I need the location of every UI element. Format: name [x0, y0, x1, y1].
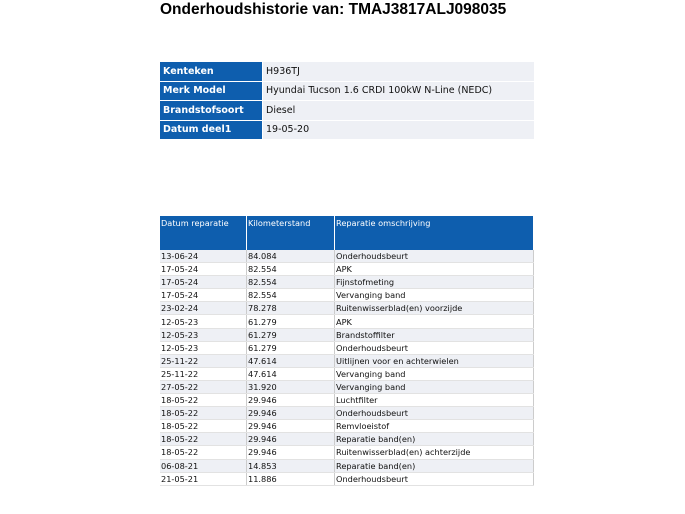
- info-label: Datum deel1: [160, 120, 263, 140]
- cell-date: 12-05-23: [160, 328, 247, 342]
- cell-mileage: 78.278: [246, 301, 335, 316]
- cell-mileage: 29.946: [246, 406, 335, 421]
- cell-description: Onderhoudsbeurt: [334, 341, 534, 355]
- info-row: Kenteken H936TJ: [160, 62, 534, 82]
- table-row: 21-05-21 11.886 Onderhoudsbeurt: [160, 472, 534, 486]
- info-row: Merk Model Hyundai Tucson 1.6 CRDI 100kW …: [160, 81, 534, 101]
- table-row: 12-05-23 61.279 Brandstoffilter: [160, 328, 534, 342]
- cell-description: Uitlijnen voor en achterwielen: [334, 354, 534, 368]
- cell-mileage: 82.554: [246, 275, 335, 290]
- cell-mileage: 11.886: [246, 472, 335, 486]
- cell-date: 18-05-22: [160, 406, 247, 421]
- table-row: 23-02-24 78.278 Ruitenwisserblad(en) voorz…: [160, 301, 534, 316]
- table-row: 12-05-23 61.279 APK: [160, 314, 534, 329]
- info-row: Datum deel1 19-05-20: [160, 120, 534, 140]
- table-row: 06-08-21 14.853 Reparatie band(en): [160, 459, 534, 473]
- cell-mileage: 31.920: [246, 380, 335, 395]
- cell-description: Onderhoudsbeurt: [334, 250, 534, 264]
- cell-description: Reparatie band(en): [334, 459, 534, 473]
- cell-description: Vervanging band: [334, 380, 534, 395]
- cell-date: 25-11-22: [160, 354, 247, 368]
- table-row: 18-05-22 29.946 Onderhoudsbeurt: [160, 406, 534, 421]
- cell-date: 17-05-24: [160, 275, 247, 290]
- cell-date: 18-05-22: [160, 432, 247, 447]
- info-row: Brandstofsoort Diesel: [160, 100, 534, 121]
- info-label: Kenteken: [160, 62, 263, 82]
- cell-mileage: 47.614: [246, 367, 335, 381]
- cell-mileage: 61.279: [246, 341, 335, 355]
- cell-date: 17-05-24: [160, 262, 247, 277]
- table-row: 18-05-22 29.946 Reparatie band(en): [160, 432, 534, 447]
- cell-date: 12-05-23: [160, 341, 247, 355]
- info-value: 19-05-20: [262, 120, 534, 140]
- table-row: 12-05-23 61.279 Onderhoudsbeurt: [160, 341, 534, 355]
- header-date: Datum reparatie: [160, 216, 247, 250]
- cell-date: 25-11-22: [160, 367, 247, 381]
- cell-mileage: 29.946: [246, 393, 335, 408]
- cell-date: 23-02-24: [160, 301, 247, 316]
- page-title: Onderhoudshistorie van: TMAJ3817ALJ09803…: [160, 1, 507, 18]
- cell-date: 13-06-24: [160, 250, 247, 264]
- cell-date: 18-05-22: [160, 419, 247, 434]
- repair-history-table: Datum reparatie Kilometerstand Reparatie…: [160, 216, 534, 486]
- vehicle-info-table: Kenteken H936TJ Merk Model Hyundai Tucson 1…: [160, 62, 534, 140]
- cell-mileage: 61.279: [246, 328, 335, 342]
- cell-mileage: 82.554: [246, 288, 335, 303]
- table-header-row: Datum reparatie Kilometerstand Reparatie…: [160, 216, 534, 250]
- cell-date: 18-05-22: [160, 393, 247, 408]
- table-row: 17-05-24 82.554 APK: [160, 262, 534, 277]
- table-row: 27-05-22 31.920 Vervanging band: [160, 380, 534, 395]
- cell-mileage: 47.614: [246, 354, 335, 368]
- cell-description: Luchtfilter: [334, 393, 534, 408]
- table-row: 18-05-22 29.946 Ruitenwisserblad(en) achte…: [160, 445, 534, 460]
- table-row: 17-05-24 82.554 Fijnstofmeting: [160, 275, 534, 290]
- cell-date: 27-05-22: [160, 380, 247, 395]
- cell-description: Reparatie band(en): [334, 432, 534, 447]
- cell-description: Brandstoffilter: [334, 328, 534, 342]
- cell-description: Onderhoudsbeurt: [334, 406, 534, 421]
- table-row: 17-05-24 82.554 Vervanging band: [160, 288, 534, 303]
- cell-description: Vervanging band: [334, 367, 534, 381]
- table-row: 18-05-22 29.946 Luchtfilter: [160, 393, 534, 408]
- info-label: Merk Model: [160, 81, 263, 101]
- cell-description: Ruitenwisserblad(en) voorzijde: [334, 301, 534, 316]
- header-mileage: Kilometerstand: [246, 216, 335, 250]
- cell-description: Onderhoudsbeurt: [334, 472, 534, 486]
- cell-description: Vervanging band: [334, 288, 534, 303]
- cell-mileage: 82.554: [246, 262, 335, 277]
- cell-date: 17-05-24: [160, 288, 247, 303]
- cell-date: 06-08-21: [160, 459, 247, 473]
- cell-date: 12-05-23: [160, 314, 247, 329]
- table-row: 25-11-22 47.614 Uitlijnen voor en achterwi…: [160, 354, 534, 368]
- cell-date: 18-05-22: [160, 445, 247, 460]
- cell-mileage: 29.946: [246, 419, 335, 434]
- table-row: 13-06-24 84.084 Onderhoudsbeurt: [160, 250, 534, 264]
- cell-mileage: 29.946: [246, 432, 335, 447]
- table-row: 18-05-22 29.946 Remvloeistof: [160, 419, 534, 434]
- cell-description: APK: [334, 314, 534, 329]
- cell-description: Remvloeistof: [334, 419, 534, 434]
- header-description: Reparatie omschrijving: [334, 216, 534, 250]
- table-row: 25-11-22 47.614 Vervanging band: [160, 367, 534, 381]
- cell-mileage: 84.084: [246, 250, 335, 264]
- cell-description: Ruitenwisserblad(en) achterzijde: [334, 445, 534, 460]
- cell-mileage: 29.946: [246, 445, 335, 460]
- cell-mileage: 61.279: [246, 314, 335, 329]
- cell-mileage: 14.853: [246, 459, 335, 473]
- cell-description: APK: [334, 262, 534, 277]
- info-value: H936TJ: [262, 62, 534, 82]
- info-value: Hyundai Tucson 1.6 CRDI 100kW N-Line (NE…: [262, 81, 534, 101]
- info-label: Brandstofsoort: [160, 100, 263, 121]
- cell-date: 21-05-21: [160, 472, 247, 486]
- cell-description: Fijnstofmeting: [334, 275, 534, 290]
- info-value: Diesel: [262, 100, 534, 121]
